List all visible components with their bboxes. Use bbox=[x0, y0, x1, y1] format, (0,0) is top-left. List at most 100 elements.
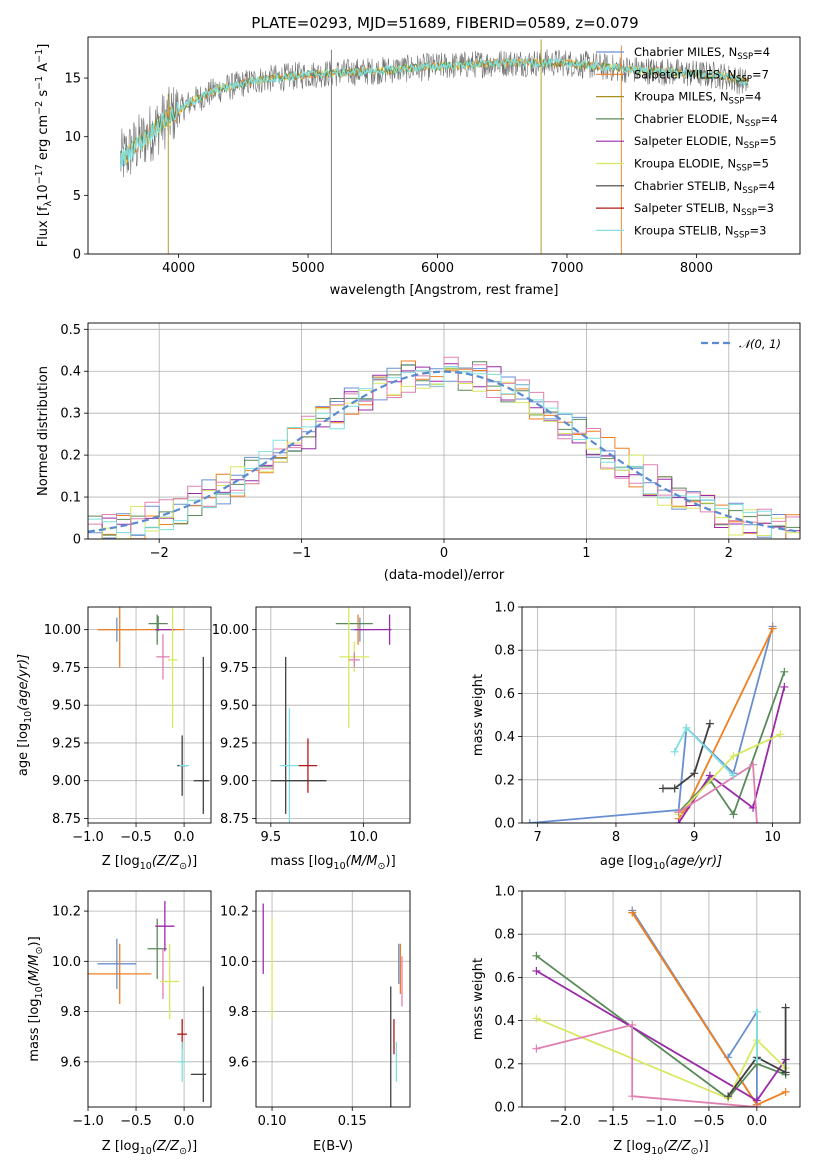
weight-marker bbox=[532, 951, 541, 960]
y-tick-label: 0.6 bbox=[494, 687, 515, 702]
weight-marker bbox=[532, 1014, 541, 1023]
axes-frame bbox=[521, 606, 801, 824]
x-tick-label: 2 bbox=[725, 546, 733, 561]
y-axis-label: Normed distribution bbox=[36, 366, 51, 496]
plot-area bbox=[532, 906, 790, 1107]
x-axis-label: age [log10(age/yr)] bbox=[600, 854, 722, 872]
x-tick-label: −0.5 bbox=[120, 1114, 152, 1129]
x-axis-label: Z [log10(Z/Z⊙)] bbox=[102, 1139, 197, 1157]
legend-entry: Chabrier ELODIE, NSSP=4 bbox=[634, 112, 778, 129]
y-tick-label: 9.25 bbox=[52, 736, 81, 751]
chart-residuals: −2 −1 0 1 2 0 0.1 0.2 0.3 0.4 0.5 (data-model)/erro… bbox=[36, 322, 801, 583]
y-tick-label: 10.2 bbox=[220, 905, 249, 920]
x-tick-label: 0.0 bbox=[747, 1114, 768, 1129]
y-tick-label: 0.2 bbox=[494, 1057, 515, 1072]
y-tick-label: 9.00 bbox=[52, 774, 81, 789]
plot-area bbox=[119, 39, 749, 254]
x-tick-label: 8 bbox=[612, 830, 620, 845]
weight-marker bbox=[729, 771, 738, 780]
y-tick-label: 10.0 bbox=[220, 955, 249, 970]
x-axis-label: mass [log10(M/M⊙)] bbox=[270, 854, 395, 872]
weight-series-chabrier_miles bbox=[529, 626, 774, 823]
weight-series-chabrier_stelib bbox=[727, 1007, 787, 1097]
chart-mass_vs_Z: −1.0 −0.5 0.0 9.6 9.8 10.0 10.2 Z [log10(Z/Z⊙)]… bbox=[27, 890, 212, 1157]
y-tick-label: 9.8 bbox=[60, 1005, 81, 1020]
y-tick-label: 9.6 bbox=[60, 1055, 81, 1070]
legend-entry: Kroupa MILES, NSSP=4 bbox=[634, 90, 761, 107]
x-tick-label: 6000 bbox=[421, 261, 454, 276]
x-axis-label: Z [log10(Z/Z⊙)] bbox=[613, 1139, 708, 1157]
y-tick-label: 1.0 bbox=[494, 885, 515, 900]
chart-mass_vs_ebv: 0.10 0.15 9.6 9.8 10.0 10.2 E(B-V) bbox=[220, 890, 411, 1154]
x-tick-label: −1.5 bbox=[597, 1114, 629, 1129]
y-tick-label: 0.1 bbox=[60, 491, 81, 506]
x-axis-label: Z [log10(Z/Z⊙)] bbox=[102, 854, 197, 872]
x-axis-label: (data-model)/error bbox=[384, 568, 505, 583]
weight-marker bbox=[628, 908, 637, 917]
weight-marker bbox=[729, 810, 738, 819]
y-tick-label: 0.8 bbox=[494, 644, 515, 659]
y-axis-label: mass [log10(M/M⊙)] bbox=[27, 936, 45, 1061]
axes-frame bbox=[255, 606, 411, 824]
y-tick-label: 0.0 bbox=[494, 1101, 515, 1116]
chart-weight_vs_age: 7 8 9 10 0.0 0.2 0.4 0.6 0.8 1.0 age [log10(age/yr… bbox=[471, 601, 801, 872]
axes-frame bbox=[87, 36, 801, 255]
y-tick-label: 0.2 bbox=[494, 773, 515, 788]
x-tick-label: −2 bbox=[150, 546, 169, 561]
y-tick-label: 10.2 bbox=[52, 905, 81, 920]
y-tick-label: 0.4 bbox=[60, 365, 81, 380]
chart-age_vs_mass: 9.5 10.0 8.75 9.00 9.25 9.50 9.75 10.00 mass [lo… bbox=[212, 606, 411, 872]
x-tick-label: −0.5 bbox=[120, 830, 152, 845]
weight-marker bbox=[670, 784, 679, 793]
y-tick-label: 9.6 bbox=[228, 1055, 249, 1070]
weight-marker bbox=[729, 752, 738, 761]
weight-marker bbox=[705, 719, 714, 728]
y-tick-label: 9.50 bbox=[52, 699, 81, 714]
weight-marker bbox=[752, 1007, 761, 1016]
y-tick-label: 8.75 bbox=[220, 812, 249, 827]
x-tick-label: 1 bbox=[582, 546, 590, 561]
x-tick-label: 0.10 bbox=[258, 1114, 287, 1129]
y-tick-label: 9.00 bbox=[220, 774, 249, 789]
weight-marker bbox=[776, 730, 785, 739]
y-tick-label: 0.4 bbox=[494, 1014, 515, 1029]
x-tick-label: 5000 bbox=[292, 261, 325, 276]
y-tick-label: 0 bbox=[73, 248, 81, 263]
y-tick-label: 5 bbox=[73, 189, 81, 204]
weight-series-chabrier_elodie bbox=[677, 671, 786, 817]
x-tick-label: −1.0 bbox=[72, 830, 104, 845]
figure-title: PLATE=0293, MJD=51689, FIBERID=0589, z=0… bbox=[251, 14, 638, 32]
residual-legend: 𝒩(0, 1) bbox=[701, 337, 781, 351]
normal-curve bbox=[88, 370, 800, 533]
weight-marker bbox=[532, 966, 541, 975]
y-tick-label: 0.6 bbox=[494, 971, 515, 986]
y-tick-label: 10.0 bbox=[52, 955, 81, 970]
weight-marker bbox=[724, 1092, 733, 1101]
axes-frame bbox=[521, 890, 801, 1108]
y-tick-label: 15 bbox=[64, 72, 81, 87]
weight-marker bbox=[628, 1092, 637, 1101]
x-tick-label: 7 bbox=[534, 830, 542, 845]
y-tick-label: 10.00 bbox=[212, 623, 249, 638]
y-tick-label: 10 bbox=[64, 130, 81, 145]
histogram-series-kroupa_stelib bbox=[88, 366, 800, 539]
x-tick-label: 9 bbox=[690, 830, 698, 845]
y-tick-label: 0 bbox=[73, 533, 81, 548]
weight-marker bbox=[781, 1087, 790, 1096]
weight-marker bbox=[525, 819, 534, 823]
legend-entry: Kroupa STELIB, NSSP=3 bbox=[634, 223, 766, 240]
x-tick-label: 8000 bbox=[680, 261, 713, 276]
y-tick-label: 0.5 bbox=[60, 323, 81, 338]
x-tick-label: 4000 bbox=[162, 261, 195, 276]
y-tick-label: 0.4 bbox=[494, 730, 515, 745]
y-tick-label: 10.00 bbox=[44, 623, 81, 638]
spectrum-model-chabrier_elodie bbox=[120, 58, 749, 166]
plot-area bbox=[525, 622, 789, 823]
weight-marker bbox=[705, 771, 714, 780]
legend-entry: 𝒩(0, 1) bbox=[739, 337, 781, 351]
weight-series-pink bbox=[536, 1023, 757, 1107]
y-tick-label: 9.50 bbox=[220, 699, 249, 714]
y-axis-label: mass weight bbox=[471, 958, 486, 1040]
x-tick-label: 0.0 bbox=[174, 1114, 195, 1129]
weight-marker bbox=[780, 682, 789, 691]
